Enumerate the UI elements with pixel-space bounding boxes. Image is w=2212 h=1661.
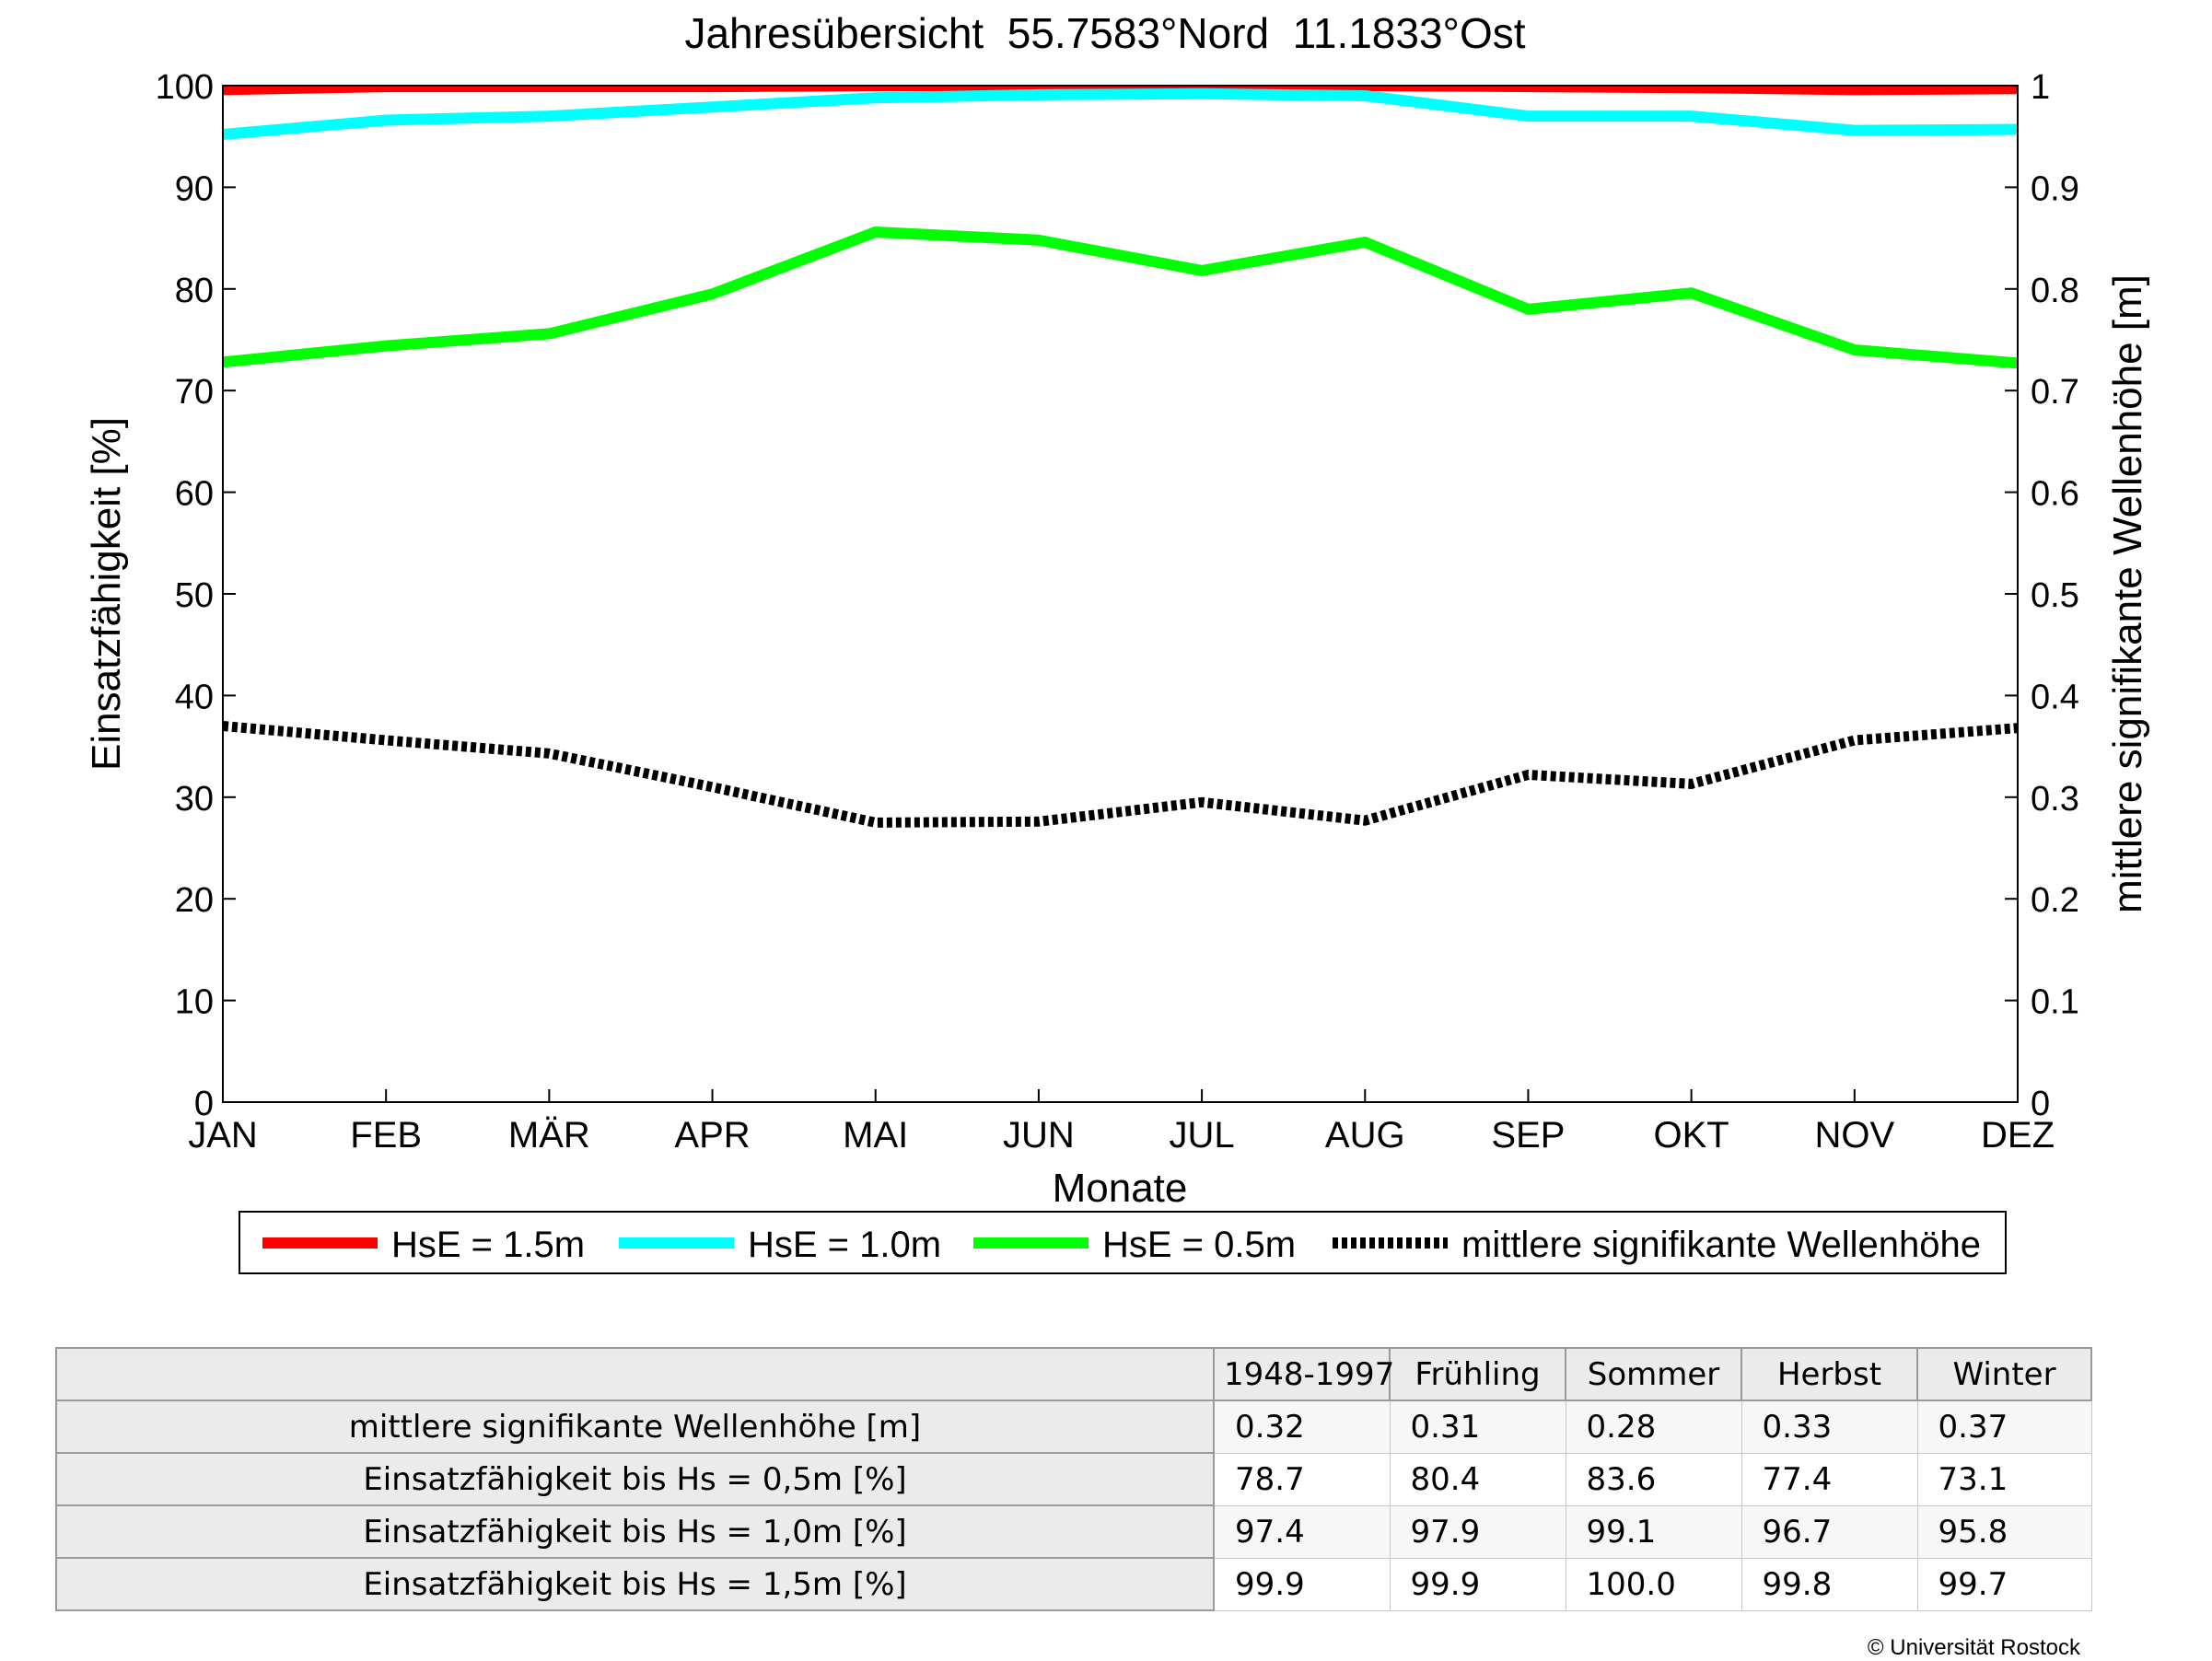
y-tick-label: 100 <box>156 68 214 107</box>
left-axis: 0 10 20 30 40 50 60 70 80 90 100 <box>156 68 236 1123</box>
table-row-label: Einsatzfähigkeit bis Hs = 1,5m [%] <box>55 1557 1215 1611</box>
table-row: Einsatzfähigkeit bis Hs = 1,5m [%] 99.9 … <box>55 1557 2092 1611</box>
y-tick-label: 90 <box>175 169 214 208</box>
x-axis-label: Monate <box>1053 1166 1188 1211</box>
table-row-label: Einsatzfähigkeit bis Hs = 1,0m [%] <box>55 1504 1215 1559</box>
table-row: mittlere signifikante Wellenhöhe [m] 0.3… <box>55 1400 2092 1454</box>
y-axis-label-left: Einsatzfähigkeit [%] <box>84 417 129 771</box>
chart-title: Jahresübersicht 55.7583°Nord 11.1833°Ost <box>684 9 1525 57</box>
y-tick-label: 80 <box>175 272 214 310</box>
table-header-corner <box>55 1347 1215 1401</box>
x-tick-label: FEB <box>350 1115 422 1156</box>
table-cell: 99.7 <box>1916 1557 2092 1611</box>
y-tick-label-right: 0.6 <box>2031 475 2079 514</box>
x-tick-label: AUG <box>1325 1115 1405 1156</box>
series-line-3 <box>223 721 2018 828</box>
y-tick-label-right: 0.2 <box>2031 881 2079 920</box>
table-cell: 99.9 <box>1213 1557 1391 1611</box>
y-tick-label-right: 0.4 <box>2031 678 2079 716</box>
x-tick-label: APR <box>674 1115 750 1156</box>
table-cell: 80.4 <box>1389 1452 1566 1506</box>
y-tick-label-right: 0.7 <box>2031 373 2079 412</box>
x-tick-label: MAI <box>843 1115 908 1156</box>
table-cell: 77.4 <box>1740 1452 1918 1506</box>
x-axis: JAN FEB MÄR APR MAI JUN JUL AUG SEP OKT NOV DEZ <box>188 1089 2055 1156</box>
y-tick-label: 10 <box>175 983 214 1022</box>
x-tick-label: JUN <box>1003 1115 1075 1156</box>
y-tick-label: 50 <box>175 576 214 615</box>
x-tick-label: JUL <box>1170 1115 1235 1156</box>
x-tick-label: JAN <box>188 1115 258 1156</box>
table-cell: 95.8 <box>1916 1504 2092 1559</box>
table-cell: 99.9 <box>1389 1557 1566 1611</box>
table-cell: 0.28 <box>1565 1400 1742 1454</box>
x-tick-label: MÄR <box>508 1115 590 1156</box>
y-tick-label: 40 <box>175 678 214 716</box>
y-tick-label-right: 0.9 <box>2031 169 2079 208</box>
y-tick-label-right: 0.3 <box>2031 780 2079 819</box>
table-cell: 96.7 <box>1740 1504 1918 1559</box>
table-cell: 0.32 <box>1213 1400 1391 1454</box>
series-line-1 <box>223 87 2018 140</box>
table-header-spring: Frühling <box>1389 1347 1566 1401</box>
table-cell: 0.31 <box>1389 1400 1566 1454</box>
y-tick-label: 60 <box>175 475 214 514</box>
table-cell: 99.1 <box>1565 1504 1742 1559</box>
table-cell: 97.9 <box>1389 1504 1566 1559</box>
y-tick-label: 30 <box>175 780 214 819</box>
legend: HsE = 1.5m HsE = 1.0m HsE = 0.5m mittlere s… <box>239 1211 2007 1274</box>
statistics-table: 1948-1997 Frühling Sommer Herbst Winter … <box>55 1347 2092 1611</box>
table-cell: 83.6 <box>1565 1452 1742 1506</box>
y-tick-label: 0 <box>194 1085 214 1123</box>
x-tick-label: OKT <box>1654 1115 1729 1156</box>
legend-label: HsE = 1.5m <box>391 1225 585 1265</box>
table-cell: 99.8 <box>1740 1557 1918 1611</box>
series-line-0 <box>223 86 2018 96</box>
y-tick-label-right: 1 <box>2031 68 2050 107</box>
table-cell: 0.37 <box>1916 1400 2092 1454</box>
y-tick-label-right: 0.1 <box>2031 983 2079 1022</box>
copyright-notice: © Universität Rostock <box>1867 1635 2080 1660</box>
table-cell: 78.7 <box>1213 1452 1391 1506</box>
x-tick-label: SEP <box>1491 1115 1565 1156</box>
table-cell: 73.1 <box>1916 1452 2092 1506</box>
right-axis: 0 0.1 0.2 0.3 0.4 0.5 0.6 0.7 0.8 0.9 1 <box>2005 68 2079 1123</box>
y-tick-label-right: 0.5 <box>2031 576 2079 615</box>
table-header-summer: Sommer <box>1565 1347 1742 1401</box>
legend-label: mittlere signifikante Wellenhöhe <box>1461 1225 1981 1265</box>
y-tick-label-right: 0.8 <box>2031 272 2079 310</box>
table-row-label: mittlere signifikante Wellenhöhe [m] <box>55 1400 1215 1454</box>
table-row: Einsatzfähigkeit bis Hs = 1,0m [%] 97.4 … <box>55 1504 2092 1559</box>
chart-canvas: Jahresübersicht 55.7583°Nord 11.1833°Ost… <box>84 9 2150 1274</box>
table-row: Einsatzfähigkeit bis Hs = 0,5m [%] 78.7 … <box>55 1452 2092 1506</box>
table-cell: 97.4 <box>1213 1504 1391 1559</box>
y-tick-label: 70 <box>175 373 214 412</box>
table-header-row: 1948-1997 Frühling Sommer Herbst Winter <box>55 1347 2092 1401</box>
table-header-period: 1948-1997 <box>1213 1347 1394 1401</box>
table-row-label: Einsatzfähigkeit bis Hs = 0,5m [%] <box>55 1452 1215 1506</box>
table-header-autumn: Herbst <box>1740 1347 1918 1401</box>
y-tick-label-right: 0 <box>2031 1085 2050 1123</box>
table-header-winter: Winter <box>1916 1347 2092 1401</box>
legend-box <box>239 1211 2007 1274</box>
y-tick-label: 20 <box>175 881 214 920</box>
x-tick-label: NOV <box>1814 1115 1894 1156</box>
table-cell: 100.0 <box>1565 1557 1742 1611</box>
plot-lines <box>223 86 2018 828</box>
table-cell: 0.33 <box>1740 1400 1918 1454</box>
series-line-2 <box>223 226 2018 369</box>
y-axis-label-right: mittlere signifikante Wellenhöhe [m] <box>2105 274 2150 913</box>
legend-label: HsE = 1.0m <box>748 1225 941 1265</box>
plot-frame <box>222 85 2019 1103</box>
legend-label: HsE = 0.5m <box>1102 1225 1296 1265</box>
x-tick-label: DEZ <box>1981 1115 2055 1156</box>
